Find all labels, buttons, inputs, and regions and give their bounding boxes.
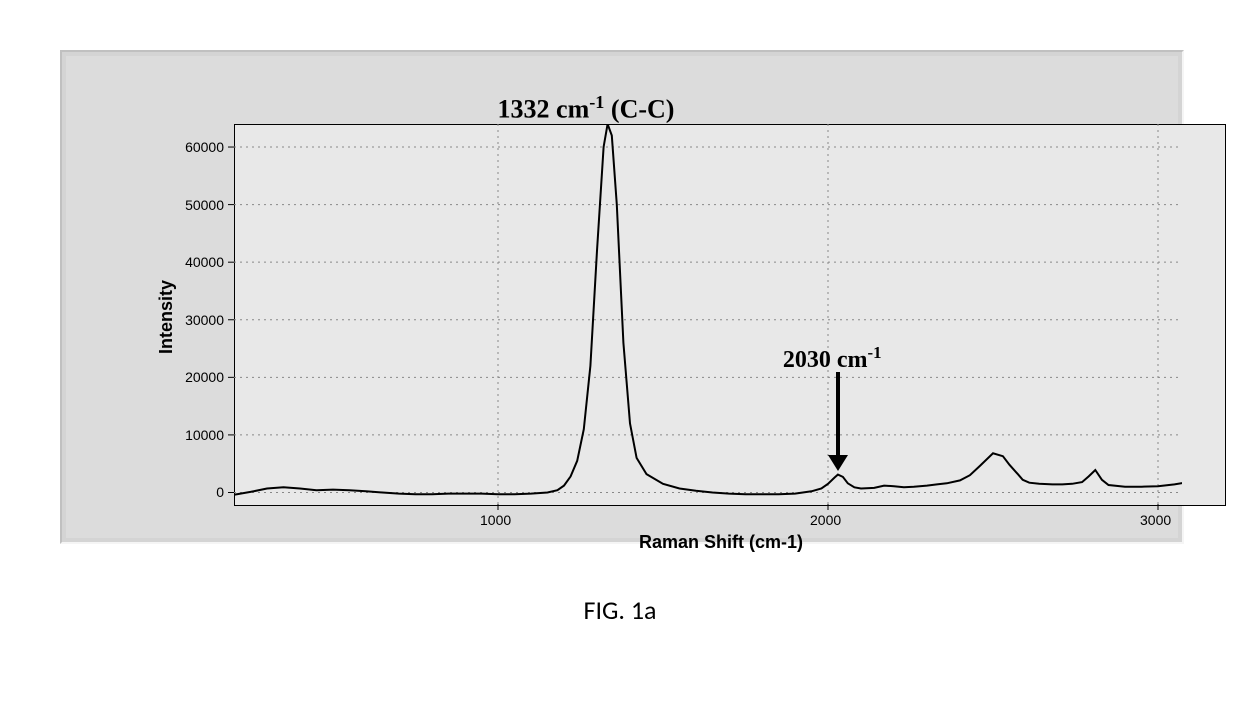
- x-tick-label: 2000: [810, 512, 841, 528]
- figure-caption: FIG. 1a: [0, 594, 1240, 626]
- x-axis-label: Raman Shift (cm-1): [639, 532, 803, 553]
- y-tick-label: 50000: [185, 197, 224, 213]
- y-tick-label: 10000: [185, 427, 224, 443]
- peak2-annotation: 2030 cm-1: [783, 343, 882, 374]
- page: Intensity Raman Shift (cm-1) 0 10000 20000…: [0, 0, 1240, 708]
- spectrum-svg: [62, 52, 1182, 542]
- y-tick-label: 60000: [185, 139, 224, 155]
- x-tick-label: 3000: [1140, 512, 1171, 528]
- chart-frame: Intensity Raman Shift (cm-1) 01000020000…: [60, 50, 1184, 544]
- y-tick-label: 0: [216, 484, 224, 500]
- y-tick-label: 30000: [185, 312, 224, 328]
- y-tick-label: 40000: [185, 254, 224, 270]
- y-axis-label: Intensity: [156, 280, 177, 354]
- peak1-annotation: 1332 cm-1 (C-C): [498, 92, 675, 125]
- arrow-icon: [818, 372, 858, 475]
- y-tick-label: 20000: [185, 369, 224, 385]
- x-tick-label: 1000: [480, 512, 511, 528]
